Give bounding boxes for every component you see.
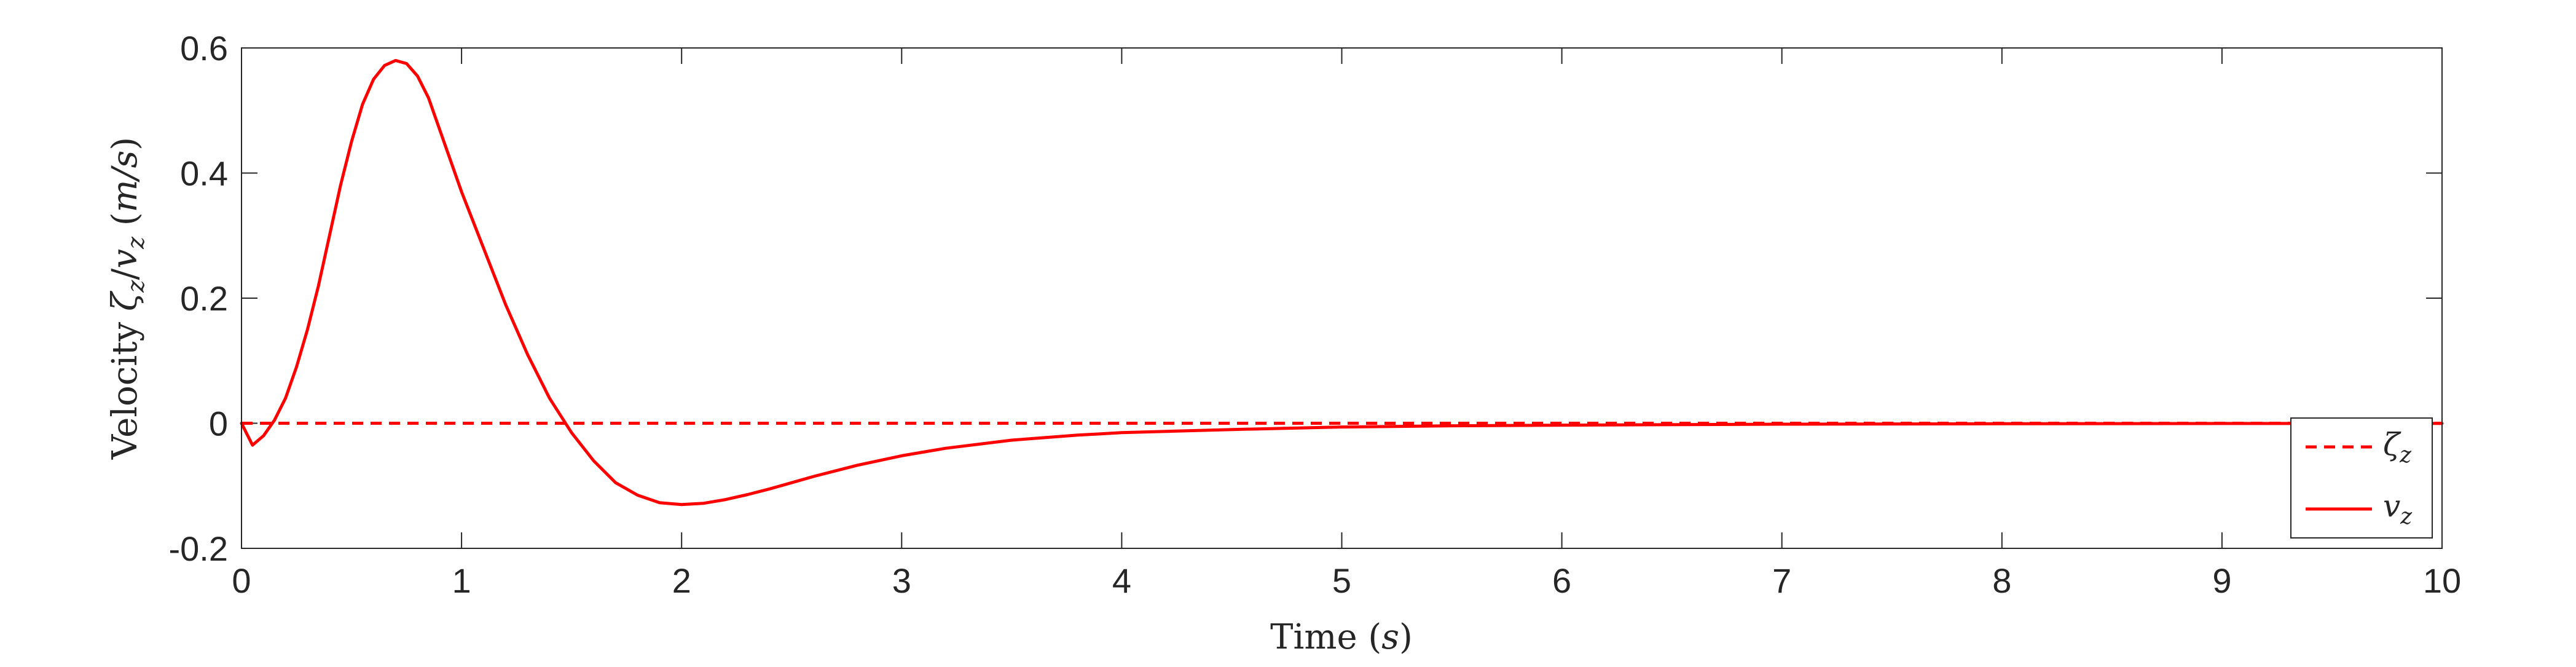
series-layer: [240, 58, 2444, 507]
x-axis-title-text: Time: [1270, 617, 1357, 657]
y-axis-title-symbol-2: v: [105, 249, 145, 269]
legend-label-zeta: ζz: [2383, 427, 2412, 468]
x-tick-label-7: 7: [1772, 561, 1791, 600]
y-tick-label-2: 0.2: [180, 279, 228, 318]
x-tick-label-1: 1: [452, 561, 471, 600]
y-axis-title-text: Velocity: [105, 322, 145, 460]
x-tick-label-0: 0: [232, 561, 251, 600]
y-axis-title: Velocity ζz/vz (m/s): [105, 137, 149, 460]
y-axis-title-subscript-2: z: [122, 236, 149, 250]
x-tick-label-2: 2: [672, 561, 691, 600]
plot-frame: [241, 47, 2443, 549]
y-tick-label-4: 0.6: [180, 29, 228, 68]
legend-box: [2290, 417, 2433, 539]
x-axis-title-unit: s: [1381, 617, 1399, 657]
x-tick-label-8: 8: [1992, 561, 2011, 600]
y-axis-title-symbol-1: ζ: [105, 290, 145, 311]
legend: ζz vz: [2290, 417, 2433, 539]
series-line-1: [240, 58, 2444, 507]
x-tick-label-6: 6: [1552, 561, 1571, 600]
x-tick-label-3: 3: [892, 561, 911, 600]
y-tick-label-1: 0: [209, 405, 228, 443]
y-axis-title-subscript-1: z: [122, 280, 149, 293]
x-tick-label-9: 9: [2212, 561, 2231, 600]
ticks-layer: 0 1 2 3 4 5 6 7 8 9 10-0.200.20.40.6: [169, 29, 2462, 600]
legend-label-v: vz: [2383, 488, 2413, 529]
x-tick-label-5: 5: [1332, 561, 1351, 600]
plot-background: [242, 48, 2442, 548]
x-tick-label-4: 4: [1112, 561, 1131, 600]
y-tick-label-3: 0.4: [180, 154, 228, 193]
x-tick-label-10: 10: [2423, 561, 2461, 600]
x-axis-title: Time (s): [1270, 617, 1413, 657]
y-tick-label-0: -0.2: [169, 529, 229, 568]
y-axis-title-unit: m/s: [105, 151, 145, 213]
